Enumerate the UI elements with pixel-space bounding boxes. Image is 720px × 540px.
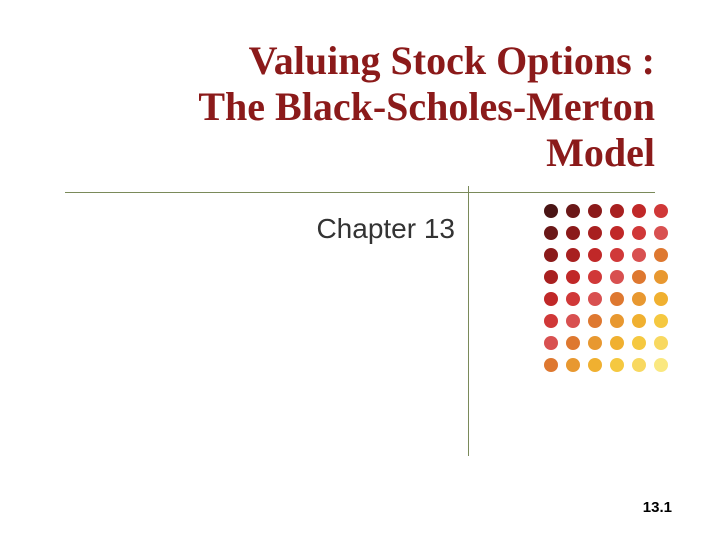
dot-icon [588, 358, 602, 372]
dot-icon [654, 226, 668, 240]
dot-icon [632, 226, 646, 240]
dot-icon [566, 248, 580, 262]
decorative-dot-grid [544, 204, 668, 372]
dot-icon [654, 248, 668, 262]
dot-icon [588, 292, 602, 306]
dot-icon [610, 336, 624, 350]
dot-icon [544, 358, 558, 372]
dot-icon [566, 226, 580, 240]
dot-icon [654, 270, 668, 284]
dot-icon [654, 204, 668, 218]
dot-icon [654, 336, 668, 350]
dot-icon [566, 358, 580, 372]
dot-icon [588, 336, 602, 350]
dot-icon [610, 248, 624, 262]
dot-icon [544, 314, 558, 328]
dot-icon [632, 292, 646, 306]
dot-icon [610, 270, 624, 284]
dot-icon [588, 314, 602, 328]
dot-icon [544, 270, 558, 284]
dot-icon [632, 248, 646, 262]
dot-icon [632, 358, 646, 372]
dot-icon [610, 314, 624, 328]
dot-icon [588, 270, 602, 284]
title-line-1: Valuing Stock Options : [249, 38, 655, 83]
dot-icon [632, 270, 646, 284]
dot-icon [654, 292, 668, 306]
dot-icon [544, 204, 558, 218]
dot-icon [610, 358, 624, 372]
dot-icon [566, 336, 580, 350]
horizontal-divider [65, 192, 655, 193]
dot-icon [632, 204, 646, 218]
slide-container: Valuing Stock Options : The Black-Schole… [0, 0, 720, 540]
dot-icon [610, 292, 624, 306]
dot-icon [544, 336, 558, 350]
slide-title: Valuing Stock Options : The Black-Schole… [65, 38, 655, 176]
dot-icon [632, 314, 646, 328]
page-number: 13.1 [643, 499, 672, 516]
dot-icon [566, 314, 580, 328]
vertical-divider [468, 186, 469, 456]
dot-icon [566, 204, 580, 218]
dot-icon [544, 248, 558, 262]
dot-icon [544, 226, 558, 240]
dot-icon [654, 314, 668, 328]
dot-icon [610, 226, 624, 240]
dot-icon [566, 270, 580, 284]
dot-icon [544, 292, 558, 306]
title-line-3: Model [546, 130, 655, 175]
dot-icon [566, 292, 580, 306]
dot-icon [610, 204, 624, 218]
dot-icon [588, 248, 602, 262]
dot-icon [588, 204, 602, 218]
dot-icon [632, 336, 646, 350]
dot-icon [588, 226, 602, 240]
dot-icon [654, 358, 668, 372]
title-line-2: The Black-Scholes-Merton [198, 84, 655, 129]
